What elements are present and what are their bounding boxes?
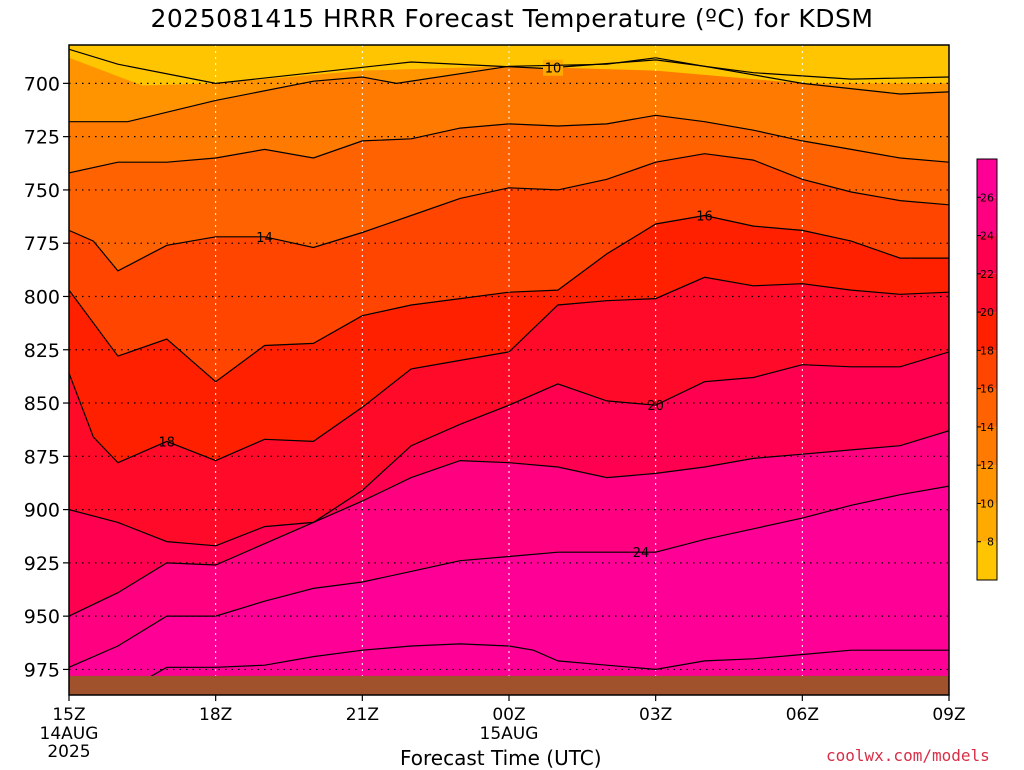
contour-line — [117, 643, 949, 695]
x-tick-label: 15Z — [52, 705, 85, 725]
colorbar-bin — [977, 503, 997, 542]
colorbar-bin — [977, 159, 997, 198]
ground-layer — [69, 675, 949, 695]
colorbar: 8 10 12 14 16 18 20 22 24 26 — [976, 158, 998, 581]
y-tick-label: 700 — [24, 73, 60, 95]
y-tick-label: 800 — [24, 286, 60, 308]
y-tick-label: 875 — [24, 446, 60, 468]
colorbar-tick-label: 8 — [987, 536, 994, 549]
colorbar-tick-label: 18 — [980, 344, 994, 357]
y-tick-label: 925 — [24, 553, 60, 575]
y-tick-label: 750 — [24, 180, 60, 202]
contour-line — [69, 48, 949, 85]
contour-label: 20 — [647, 399, 664, 414]
colorbar-bin — [977, 350, 997, 389]
colorbar-bin — [977, 273, 997, 313]
contour-layer: 10 14 16 18 20 24 — [69, 48, 949, 695]
credit-link[interactable]: coolwx.com/models — [826, 746, 990, 765]
contour-line — [69, 351, 949, 547]
colorbar-bin — [977, 312, 997, 351]
contour-line — [69, 57, 949, 123]
colorbar-tick-label: 24 — [980, 230, 994, 243]
contour-label-bg — [543, 59, 563, 76]
contour-line — [69, 276, 949, 464]
x-tick-label: 06Z — [786, 705, 819, 725]
contour-line — [69, 114, 949, 174]
colorbar-bin — [977, 235, 997, 274]
ground-surface — [69, 675, 949, 695]
colorbar-tick-label: 10 — [980, 497, 994, 510]
contour-label: 24 — [633, 546, 650, 561]
x-tick-sublabel: 15AUG — [480, 724, 539, 744]
contour-line — [69, 430, 949, 617]
colorbar-bin — [977, 197, 997, 236]
contour-label: 10 — [545, 62, 562, 77]
contour-line — [69, 485, 949, 668]
colorbar-tick-label: 16 — [980, 383, 994, 396]
y-tick-label: 975 — [24, 659, 60, 681]
x-tick-label: 00Z — [492, 705, 525, 725]
colorbar-frame — [976, 158, 998, 581]
y-tick-label: 900 — [24, 500, 60, 522]
plot-fill-layer — [69, 45, 949, 695]
colorbar-tick-label: 22 — [980, 268, 994, 281]
y-axis: 700 725 750 775 800 825 850 875 900 925 950 975 — [24, 73, 69, 681]
contour-label: 18 — [159, 435, 176, 450]
contour-line — [69, 153, 949, 272]
colorbar-tick-label: 14 — [980, 421, 994, 434]
x-tick-label: 18Z — [199, 705, 232, 725]
y-tick-label: 725 — [24, 127, 60, 149]
colorbar-bin — [977, 541, 997, 580]
y-tick-label: 825 — [24, 340, 60, 362]
y-tick-label: 950 — [24, 606, 60, 628]
x-tick-label: 21Z — [346, 705, 379, 725]
colorbar-bin — [977, 426, 997, 466]
x-tick-label: 09Z — [932, 705, 965, 725]
chart-title: 2025081415 HRRR Forecast Temperature (ºC… — [150, 4, 874, 33]
colorbar-bin — [977, 388, 997, 427]
contour-label: 16 — [696, 209, 713, 224]
y-tick-label: 775 — [24, 233, 60, 255]
colorbar-bin — [977, 465, 997, 504]
colorbar-tick-label: 20 — [980, 306, 994, 319]
colorbar-tick-label: 12 — [980, 459, 994, 472]
contour-line — [69, 214, 949, 383]
y-tick-label: 850 — [24, 393, 60, 415]
colorbar-tick-label: 26 — [980, 191, 994, 204]
x-tick-sublabel: 2025 — [47, 742, 90, 762]
contour-label: 14 — [256, 231, 273, 246]
x-tick-label: 03Z — [639, 705, 672, 725]
x-axis-title: Forecast Time (UTC) — [400, 746, 602, 770]
grid-layer — [69, 45, 949, 695]
x-tick-sublabel: 14AUG — [40, 724, 99, 744]
